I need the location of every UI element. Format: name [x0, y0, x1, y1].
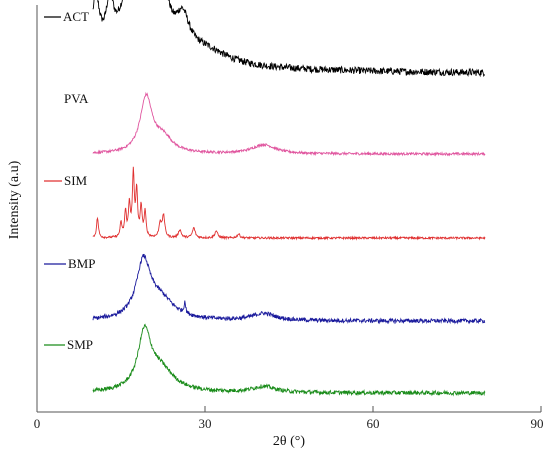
y-axis-title: Intensity (a.u) — [7, 160, 22, 239]
legend-label-pva: PVA — [64, 91, 89, 106]
x-ticks: 0 30 60 90 — [34, 406, 544, 431]
legend-label-act: ACT — [63, 9, 89, 24]
series-line-sim — [92, 166, 486, 241]
x-tick-label: 30 — [199, 416, 212, 431]
series-group — [92, 0, 486, 397]
series-line-smp — [92, 323, 486, 397]
series-line-pva — [92, 91, 486, 157]
legend-label-sim: SIM — [64, 173, 88, 188]
legend-label-bmp: BMP — [68, 256, 95, 271]
x-axis-title: 2θ (°) — [273, 434, 305, 449]
x-tick-label: 60 — [367, 416, 380, 431]
x-tick-label: 0 — [34, 416, 41, 431]
series-line-act — [92, 0, 485, 78]
series-line-bmp — [92, 253, 486, 325]
x-tick-label: 90 — [531, 416, 544, 431]
legend-group: ACT PVA SIM BMP SMP — [44, 9, 95, 352]
legend-label-smp: SMP — [67, 337, 93, 352]
